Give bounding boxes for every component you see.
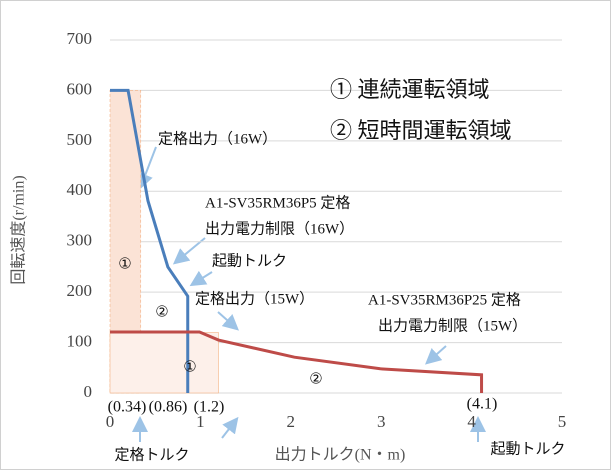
- x-tick-label: 0: [106, 412, 115, 431]
- line: [110, 330, 484, 393]
- x-tick-label: 1: [196, 412, 205, 431]
- annotation: 起動トルク: [490, 440, 565, 457]
- annotation: ②: [155, 304, 168, 320]
- y-tick-label: 300: [67, 231, 93, 250]
- x-axis-label: 出力トルク(N・m): [275, 446, 406, 464]
- x-tick-label: 2: [287, 412, 296, 431]
- y-tick-label: 600: [67, 79, 93, 98]
- annotation: ②: [309, 371, 322, 387]
- line: [110, 88, 190, 393]
- annotation: (1.2): [194, 399, 225, 416]
- annotation: 出力電力制限（15W）: [378, 317, 527, 334]
- y-tick-label: 100: [67, 331, 93, 350]
- annotation: (0.86): [149, 399, 188, 416]
- annotation: ①: [118, 256, 131, 272]
- annotation: A1-SV35RM36P5 定格: [205, 194, 350, 211]
- annotation: 定格出力（16W）: [158, 130, 277, 147]
- y-axis-label: 回転速度(r/min): [10, 175, 28, 284]
- y-tick-label: 400: [67, 180, 93, 199]
- annotation: 定格出力（15W）: [195, 290, 314, 307]
- region: [109, 332, 219, 394]
- legend-text: ① 連続運転領域: [330, 77, 490, 102]
- x-tick-label: 5: [558, 412, 567, 431]
- y-tick-label: 500: [67, 130, 93, 149]
- legend-text: ② 短時間運転領域: [330, 118, 512, 143]
- annotation: 定格トルク: [114, 446, 189, 463]
- annotation: A1-SV35RM36P25 定格: [368, 291, 521, 308]
- annotation: 起動トルク: [212, 252, 287, 269]
- annotation: ①: [183, 359, 196, 375]
- x-tick-label: 3: [377, 412, 386, 431]
- annotation: (0.34): [108, 399, 147, 416]
- y-tick-label: 700: [67, 29, 93, 48]
- x-tick-label: 4: [467, 412, 476, 431]
- annotation: (4.1): [467, 396, 498, 413]
- annotation: 出力電力制限（16W）: [205, 220, 354, 237]
- y-tick-label: 0: [84, 382, 93, 401]
- y-tick-label: 200: [67, 281, 93, 300]
